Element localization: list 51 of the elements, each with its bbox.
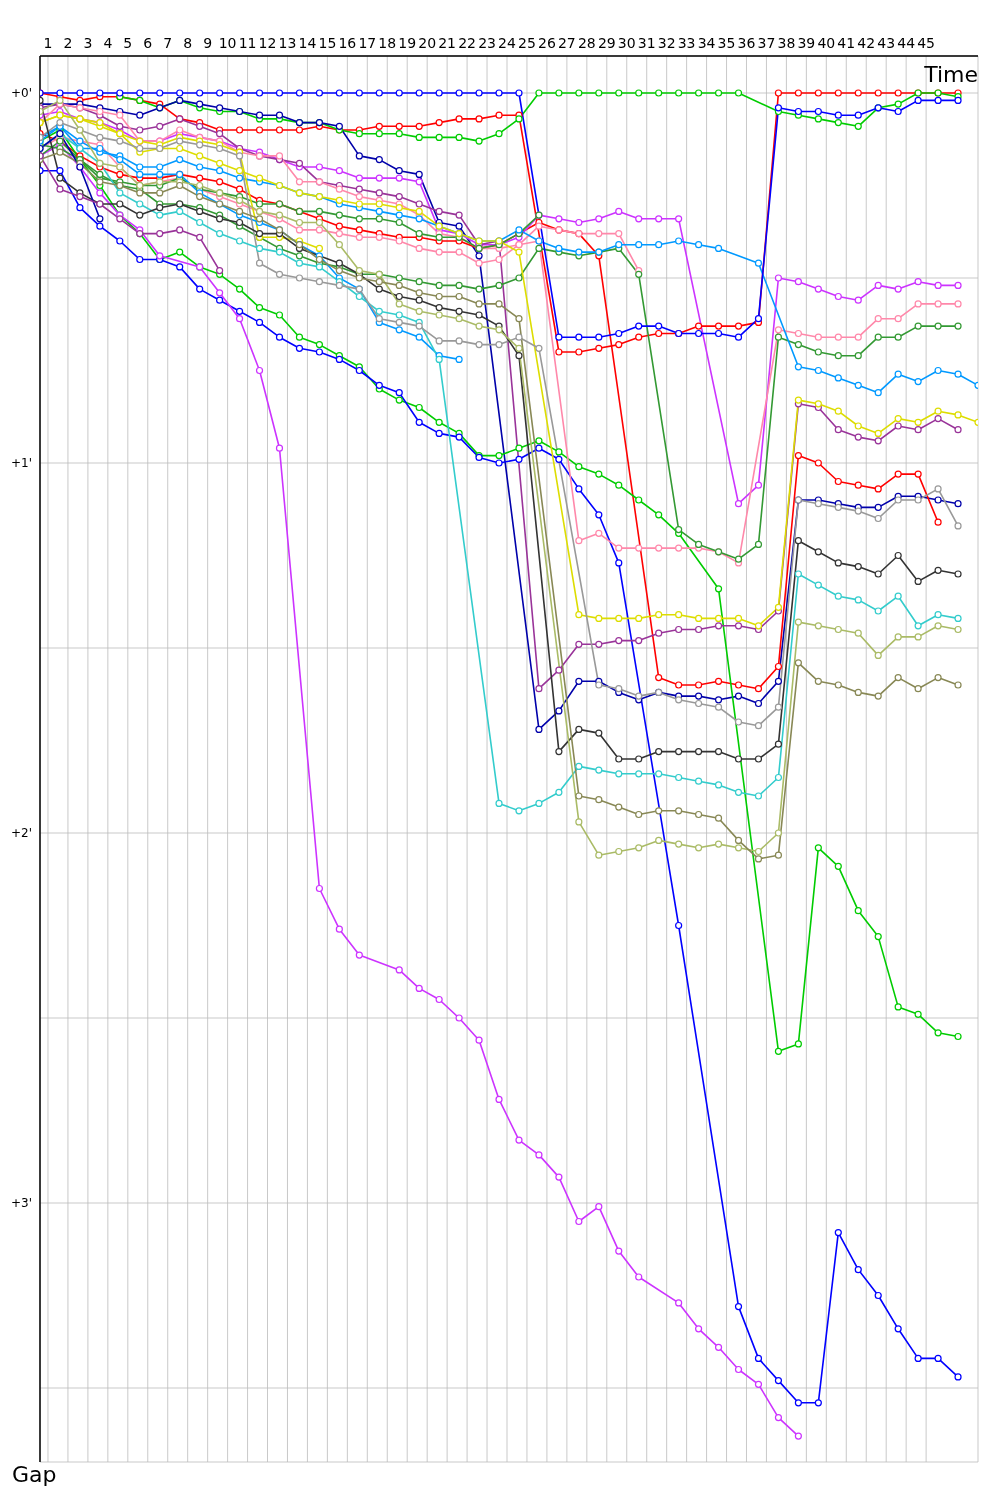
x-tick-label: 28 (577, 35, 596, 51)
x-tick-label: 25 (518, 35, 536, 51)
x-tick-label: 6 (143, 35, 153, 51)
x-tick-label: 18 (378, 35, 397, 51)
x-tick-label: 23 (478, 35, 496, 51)
x-tick-label: 4 (103, 35, 113, 51)
y-axis-title: Gap (12, 1462, 57, 1487)
x-axis-title: Time (923, 62, 978, 87)
x-tick-label: 30 (617, 35, 636, 51)
x-tick-label: 39 (797, 35, 816, 51)
x-tick-label: 12 (258, 35, 277, 51)
x-tick-label: 5 (123, 35, 133, 51)
x-tick-label: 20 (418, 35, 437, 51)
x-tick-label: 35 (717, 35, 736, 51)
x-tick-label: 27 (557, 35, 576, 51)
x-tick-label: 44 (897, 35, 916, 51)
x-tick-label: 9 (203, 35, 213, 51)
x-tick-label: 42 (857, 35, 876, 51)
x-tick-label: 33 (677, 35, 696, 51)
x-tick-label: 41 (837, 35, 856, 51)
x-tick-label: 22 (458, 35, 476, 51)
x-tick-label: 37 (757, 35, 776, 51)
x-tick-label: 40 (817, 35, 836, 51)
x-tick-label: 32 (657, 35, 676, 51)
y-tick-label: +3' (11, 1196, 32, 1211)
x-tick-label: 43 (877, 35, 896, 51)
x-tick-label: 13 (278, 35, 297, 51)
x-tick-label: 8 (183, 35, 193, 51)
x-tick-label: 29 (597, 35, 616, 51)
x-tick-label: 7 (163, 35, 173, 51)
y-tick-label: +2' (11, 826, 32, 841)
x-tick-label: 38 (777, 35, 796, 51)
x-tick-label: 3 (83, 35, 93, 51)
x-tick-label: 2 (63, 35, 73, 51)
x-tick-label: 36 (737, 35, 756, 51)
x-tick-label: 10 (218, 35, 237, 51)
x-tick-label: 31 (637, 35, 656, 51)
x-tick-label: 26 (538, 35, 556, 51)
x-tick-label: 15 (318, 35, 337, 51)
x-tick-label: 19 (398, 35, 417, 51)
x-tick-label: 1 (43, 35, 53, 51)
x-tick-label: 24 (498, 35, 516, 51)
x-tick-label: 45 (917, 35, 936, 51)
x-tick-label: 16 (338, 35, 357, 51)
x-tick-label: 21 (438, 35, 457, 51)
x-tick-label: 34 (697, 35, 716, 51)
x-tick-label: 11 (238, 35, 257, 51)
y-tick-label: +0' (11, 86, 32, 101)
x-tick-label: 14 (298, 35, 317, 51)
y-tick-label: +1' (11, 456, 32, 471)
x-tick-label: 17 (358, 35, 377, 51)
